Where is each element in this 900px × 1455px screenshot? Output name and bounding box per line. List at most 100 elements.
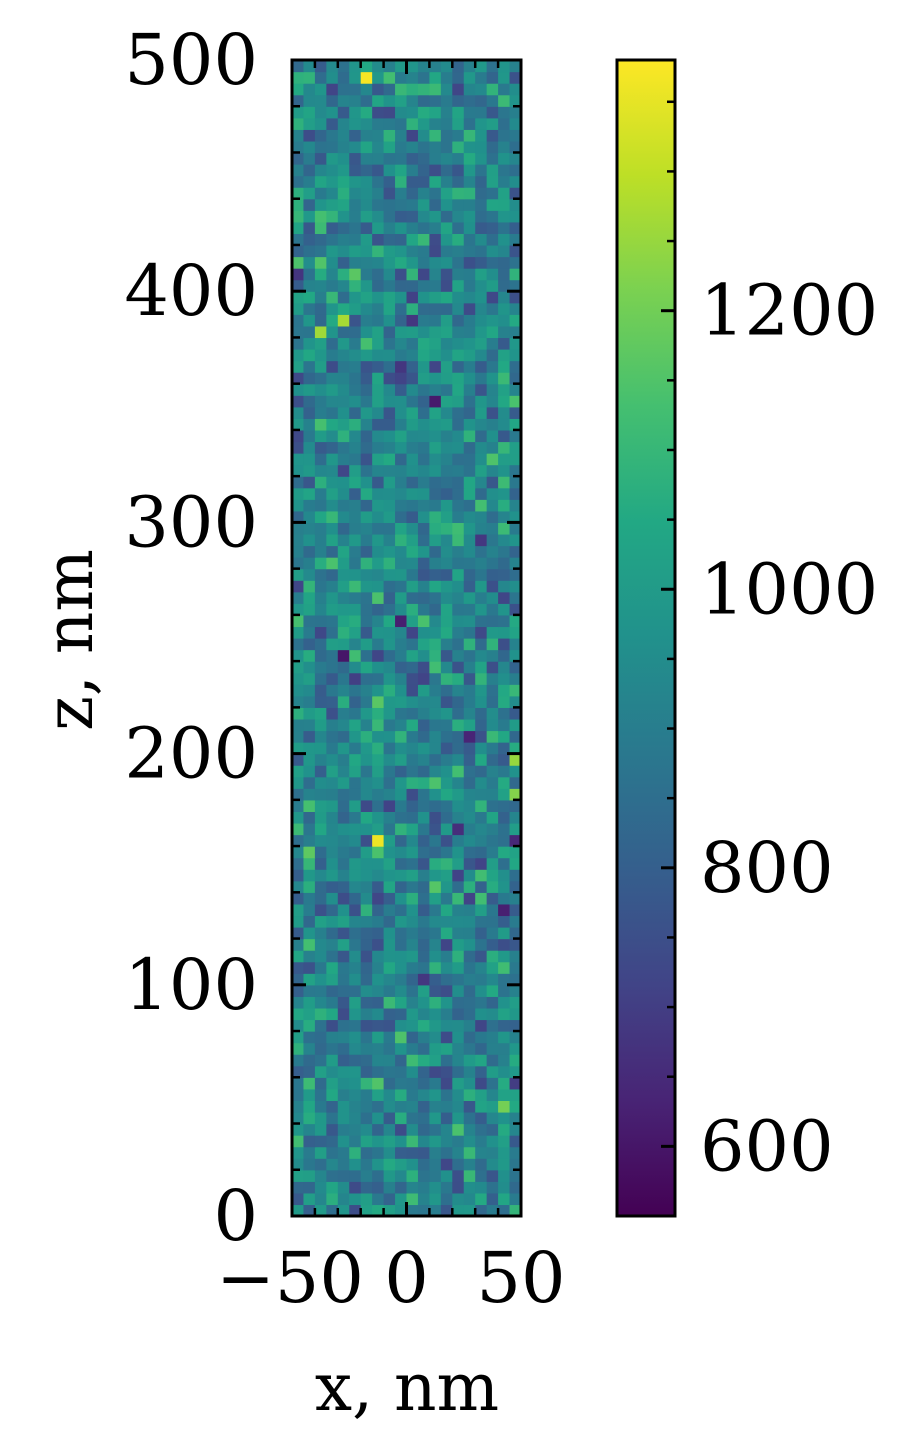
heatmap-cell bbox=[372, 591, 385, 604]
heatmap-cell bbox=[498, 638, 511, 651]
heatmap-cell bbox=[314, 1007, 327, 1021]
heatmap-cell bbox=[429, 1158, 442, 1171]
heatmap-cell bbox=[486, 684, 499, 697]
heatmap-cell bbox=[452, 383, 465, 396]
heatmap-cell bbox=[395, 822, 408, 836]
heatmap-cell bbox=[475, 349, 488, 362]
heatmap-cell bbox=[372, 730, 385, 743]
y-tick-label: 400 bbox=[124, 250, 258, 332]
heatmap-cell bbox=[292, 973, 305, 986]
heatmap-cell bbox=[509, 927, 521, 940]
heatmap-cell bbox=[509, 1042, 521, 1055]
heatmap-cell bbox=[452, 325, 465, 339]
heatmap-cell bbox=[303, 510, 316, 523]
heatmap-cell bbox=[372, 892, 385, 905]
heatmap-cell bbox=[349, 1135, 362, 1148]
heatmap-cell bbox=[337, 718, 350, 732]
heatmap-cell bbox=[337, 742, 350, 755]
heatmap-cell bbox=[475, 198, 488, 211]
y-tick-label: 0 bbox=[213, 1175, 258, 1257]
heatmap-cell bbox=[349, 268, 362, 281]
heatmap-cell bbox=[498, 580, 511, 593]
heatmap-cell bbox=[486, 291, 499, 304]
heatmap-cell bbox=[349, 94, 362, 107]
heatmap-cell bbox=[303, 614, 316, 628]
heatmap-cell bbox=[417, 268, 430, 281]
heatmap-cell bbox=[429, 1123, 442, 1136]
heatmap-cell bbox=[440, 545, 453, 558]
heatmap-cell bbox=[417, 325, 430, 339]
heatmap-cell bbox=[509, 279, 521, 292]
heatmap-cell bbox=[486, 244, 499, 258]
heatmap-cell bbox=[372, 406, 385, 419]
heatmap-cell bbox=[360, 140, 373, 154]
heatmap-cell bbox=[349, 1031, 362, 1044]
heatmap-cell bbox=[349, 476, 362, 489]
heatmap-cell bbox=[475, 638, 488, 651]
heatmap-cell bbox=[360, 568, 373, 581]
heatmap-cell bbox=[463, 869, 476, 882]
heatmap-cell bbox=[395, 129, 408, 142]
heatmap-cell bbox=[475, 302, 488, 315]
heatmap-cell bbox=[486, 776, 499, 789]
heatmap-cell bbox=[360, 210, 373, 223]
heatmap-cell bbox=[360, 915, 373, 928]
heatmap-cell bbox=[498, 1158, 511, 1171]
heatmap-cell bbox=[326, 360, 339, 373]
heatmap-cell bbox=[509, 684, 521, 697]
heatmap-cell bbox=[314, 973, 327, 986]
heatmap-cell bbox=[326, 857, 339, 870]
heatmap-cell bbox=[360, 614, 373, 628]
heatmap-cell bbox=[417, 464, 430, 477]
heatmap-cell bbox=[349, 233, 362, 246]
heatmap-cell bbox=[372, 822, 385, 836]
heatmap-cell bbox=[486, 175, 499, 188]
heatmap-cell bbox=[463, 441, 476, 454]
heatmap-cell bbox=[360, 603, 373, 616]
heatmap-cell bbox=[498, 1042, 511, 1055]
heatmap-cell bbox=[498, 961, 511, 974]
heatmap-cell bbox=[486, 649, 499, 662]
heatmap-cell bbox=[383, 418, 396, 431]
heatmap-cell bbox=[360, 1100, 373, 1113]
heatmap-cell bbox=[440, 765, 453, 778]
heatmap-cell bbox=[440, 1111, 453, 1125]
heatmap-cell bbox=[326, 661, 339, 674]
heatmap-cell bbox=[486, 1204, 499, 1216]
heatmap-cell bbox=[292, 1065, 305, 1078]
heatmap-cell bbox=[406, 1054, 419, 1067]
heatmap-cell bbox=[475, 1111, 488, 1125]
heatmap-cell bbox=[417, 244, 430, 258]
heatmap-cell bbox=[417, 1088, 430, 1101]
heatmap-cell bbox=[372, 1065, 385, 1078]
heatmap-cell bbox=[452, 880, 465, 893]
heatmap-cell bbox=[429, 580, 442, 593]
heatmap-cell bbox=[360, 880, 373, 893]
heatmap-cell bbox=[429, 603, 442, 616]
heatmap-cell bbox=[429, 1192, 442, 1206]
heatmap-cell bbox=[440, 961, 453, 974]
heatmap-cell bbox=[417, 221, 430, 234]
heatmap-cell bbox=[429, 649, 442, 662]
heatmap-cell bbox=[337, 753, 350, 766]
heatmap-cell bbox=[292, 1169, 305, 1182]
heatmap-cell bbox=[429, 453, 442, 466]
heatmap-cell bbox=[303, 337, 316, 350]
heatmap-cell bbox=[337, 822, 350, 836]
heatmap-cell bbox=[383, 453, 396, 466]
heatmap-cell bbox=[406, 291, 419, 304]
heatmap-cell bbox=[429, 1135, 442, 1148]
heatmap-cell bbox=[440, 164, 453, 177]
heatmap-cell bbox=[292, 499, 305, 512]
heatmap-cell bbox=[440, 626, 453, 639]
heatmap-cell bbox=[452, 1169, 465, 1182]
heatmap-cell bbox=[372, 164, 385, 177]
heatmap-cell bbox=[509, 1169, 521, 1182]
heatmap-cell bbox=[498, 973, 511, 986]
heatmap-cell bbox=[475, 776, 488, 789]
heatmap-cell bbox=[452, 129, 465, 142]
heatmap-cell bbox=[337, 788, 350, 801]
heatmap-cell bbox=[498, 1088, 511, 1101]
heatmap-cell bbox=[417, 418, 430, 431]
heatmap-cell bbox=[429, 892, 442, 905]
